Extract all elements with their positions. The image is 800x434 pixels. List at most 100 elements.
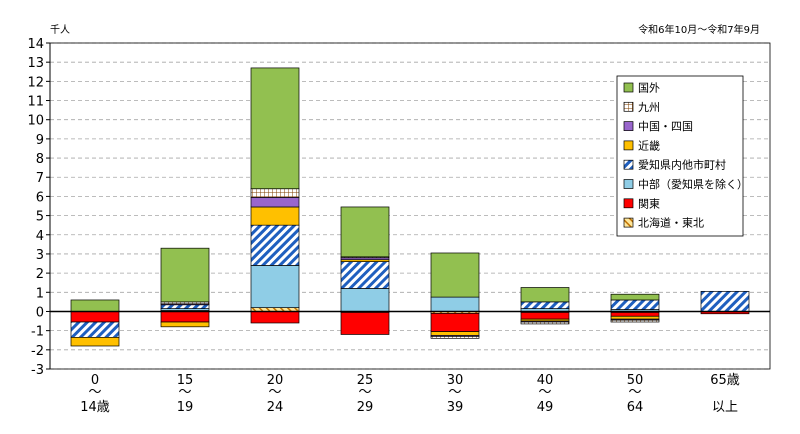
- y-tick-label: 5: [36, 210, 44, 225]
- bar-segment: [430, 252, 480, 298]
- bar-segment: [340, 288, 390, 312]
- legend-label: 愛知県内他市町村: [638, 158, 726, 172]
- bar-segment: [610, 315, 660, 320]
- bar-segment: [520, 301, 570, 309]
- bar-segment: [250, 197, 300, 208]
- legend-label: 国外: [638, 82, 660, 95]
- y-tick-label: -2: [31, 344, 44, 359]
- x-tick-label: ～: [178, 385, 191, 400]
- y-tick-label: -3: [31, 363, 44, 378]
- x-tick-label: 以上: [712, 400, 738, 415]
- bar-segment: [430, 336, 480, 339]
- bar-segment: [250, 188, 300, 198]
- y-tick-label: 8: [36, 152, 44, 167]
- bar-segment: [250, 67, 300, 190]
- x-tick-label: 19: [177, 400, 194, 415]
- x-tick-label: 0: [91, 373, 99, 388]
- gridlines: [49, 42, 771, 370]
- x-tick-label: 50: [627, 373, 644, 388]
- x-tick-label: 64: [627, 400, 644, 415]
- bar-segment: [430, 331, 480, 336]
- bar-segment: [250, 311, 300, 324]
- bar-segment: [340, 206, 390, 258]
- bar-segment: [70, 311, 120, 323]
- x-tick-label: 24: [267, 400, 284, 415]
- bars: [70, 67, 750, 347]
- bar-segment: [160, 304, 210, 309]
- bar-segment: [610, 319, 660, 323]
- legend-swatch: [623, 198, 634, 209]
- x-tick-label: 65歳: [710, 373, 740, 388]
- bar-segment: [610, 299, 660, 310]
- y-tick-label: 12: [27, 75, 44, 90]
- bar-segment: [70, 299, 120, 312]
- bar-segment: [430, 296, 480, 312]
- bar-segment: [520, 287, 570, 303]
- y-tick-label: 13: [27, 56, 44, 71]
- legend-swatch: [623, 101, 634, 112]
- legend-label: 関東: [638, 197, 660, 210]
- x-tick-label: ～: [88, 385, 101, 400]
- legend-box: [616, 75, 744, 237]
- bar-segment: [610, 312, 660, 317]
- bar-segment: [250, 265, 300, 308]
- legend-swatch: [623, 140, 634, 151]
- x-tick-label: 30: [447, 373, 464, 388]
- legend-label: 九州: [638, 101, 660, 114]
- bar-segment: [520, 321, 570, 325]
- y-tick-label: 9: [36, 133, 44, 148]
- bar-segment: [160, 321, 210, 328]
- y-tick-label: 2: [36, 267, 44, 282]
- y-tick-label: 4: [36, 229, 44, 244]
- x-tick-label: ～: [448, 385, 461, 400]
- y-tick-label: 0: [36, 305, 44, 320]
- x-tick-label: ～: [628, 385, 641, 400]
- legend-label: 近畿: [638, 138, 660, 152]
- x-tick-label: 25: [357, 373, 374, 388]
- period-label: 令和6年10月～令和7年9月: [638, 23, 760, 36]
- y-tick-label: 14: [27, 37, 44, 52]
- bar-segment: [250, 224, 300, 266]
- x-tick-label: 20: [267, 373, 284, 388]
- legend-label: 中国・四国: [638, 120, 693, 133]
- x-tick-label: ～: [268, 385, 281, 400]
- bar-segment: [610, 293, 660, 301]
- bar-segment: [160, 247, 210, 303]
- unit-label: 千人: [50, 24, 70, 36]
- bar-segment: [70, 321, 120, 338]
- y-tick-label: 1: [36, 286, 44, 301]
- legend-label: 北海道・東北: [638, 216, 704, 230]
- bar-segment: [340, 312, 390, 335]
- bar-segment: [430, 313, 480, 332]
- x-tick-label: 40: [537, 373, 554, 388]
- bar-segment: [70, 337, 120, 347]
- x-tick-label: 14歳: [80, 400, 110, 415]
- legend-swatch: [623, 217, 634, 228]
- x-tick-label: 15: [177, 373, 194, 388]
- x-tick-label: 49: [537, 400, 554, 415]
- y-tick-label: 10: [27, 114, 44, 129]
- y-tick-label: 11: [27, 95, 44, 110]
- legend-swatch: [623, 82, 634, 93]
- legend-swatch: [623, 121, 634, 131]
- legend-swatch: [623, 179, 634, 189]
- y-tick-label: 3: [36, 248, 44, 263]
- bar-segment: [250, 206, 300, 226]
- bar-segment: [700, 290, 750, 312]
- y-tick-label: 6: [36, 190, 44, 205]
- bar-segment: [520, 312, 570, 320]
- legend-label: 中部（愛知県を除く）: [638, 177, 748, 191]
- legend-swatch: [623, 159, 634, 170]
- x-tick-label: ～: [538, 385, 551, 400]
- x-tick-label: 39: [447, 400, 464, 415]
- bar-segment: [160, 311, 210, 323]
- y-tick-label: 7: [36, 171, 44, 186]
- x-tick-label: 29: [357, 400, 374, 415]
- bar-segment: [340, 261, 390, 289]
- y-tick-label: -1: [31, 325, 44, 340]
- x-tick-label: ～: [358, 385, 371, 400]
